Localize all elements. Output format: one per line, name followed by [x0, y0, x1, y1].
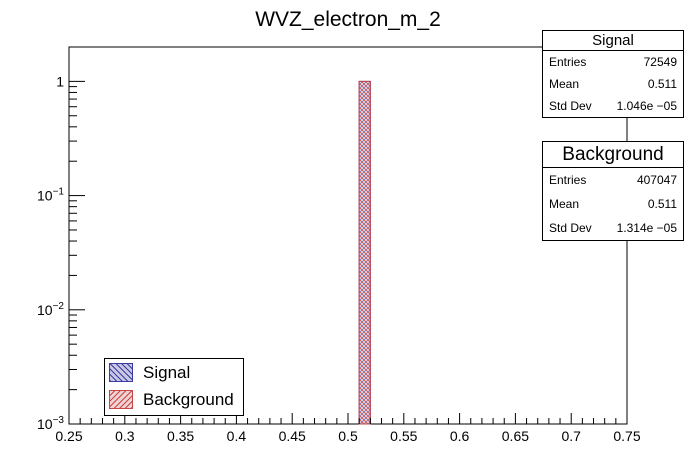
stats-label: Std Dev: [549, 221, 592, 235]
x-tick-label: 0.35: [167, 428, 194, 444]
y-tick-label: 10−3: [37, 415, 64, 432]
stats-label: Mean: [549, 197, 580, 211]
x-tick-label: 0.5: [338, 428, 358, 444]
x-tick-label: 0.25: [55, 428, 82, 444]
legend-item-signal: Signal: [105, 359, 243, 386]
stats-row-entries: Entries 72549: [543, 51, 683, 73]
x-tick-label: 0.65: [502, 428, 529, 444]
stats-value: 0.511: [647, 77, 677, 91]
y-tick-label: 10−2: [37, 301, 64, 318]
y-tick-label: 1: [56, 73, 64, 89]
stats-box-background: Background Entries 407047 Mean 0.511 Std…: [542, 141, 684, 241]
x-tick-label: 0.6: [450, 428, 470, 444]
stats-row-stddev: Std Dev 1.314e −05: [543, 216, 683, 240]
x-tick-label: 0.75: [613, 428, 640, 444]
y-tick-label: 10−1: [37, 187, 64, 204]
stats-value: 1.314e −05: [616, 221, 677, 235]
stats-label: Entries: [549, 55, 587, 69]
stats-value: 1.046e −05: [616, 99, 677, 113]
stats-box-signal: Signal Entries 72549 Mean 0.511 Std Dev …: [542, 30, 684, 118]
stats-row-mean: Mean 0.511: [543, 192, 683, 216]
legend-label: Background: [143, 389, 234, 409]
x-tick-label: 0.55: [390, 428, 417, 444]
stats-label: Mean: [549, 77, 580, 91]
legend-swatch-signal: [109, 363, 133, 382]
stats-value: 407047: [636, 173, 677, 187]
stats-row-mean: Mean 0.511: [543, 73, 683, 95]
stats-title: Signal: [543, 31, 683, 51]
stats-label: Entries: [549, 173, 587, 187]
x-tick-label: 0.3: [115, 428, 135, 444]
legend-item-background: Background: [105, 386, 243, 413]
x-tick-label: 0.45: [279, 428, 306, 444]
stats-value: 0.511: [647, 197, 677, 211]
stats-label: Std Dev: [549, 99, 592, 113]
bar-background: [358, 80, 371, 425]
legend-swatch-background: [109, 390, 133, 409]
stats-value: 72549: [643, 55, 677, 69]
chart-title: WVZ_electron_m_2: [255, 8, 441, 31]
stats-row-entries: Entries 407047: [543, 168, 683, 192]
x-tick-label: 0.4: [227, 428, 247, 444]
legend-label: Signal: [143, 362, 191, 382]
stats-title: Background: [543, 142, 683, 168]
x-tick-label: 0.7: [561, 428, 581, 444]
stats-row-stddev: Std Dev 1.046e −05: [543, 95, 683, 117]
legend: Signal Background: [104, 358, 244, 416]
